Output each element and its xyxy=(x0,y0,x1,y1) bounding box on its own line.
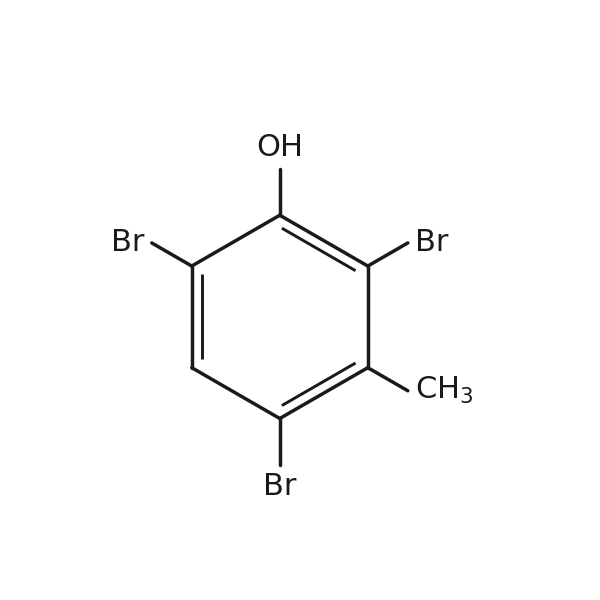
Text: OH: OH xyxy=(256,133,303,162)
Text: CH$_3$: CH$_3$ xyxy=(415,375,473,406)
Text: Br: Br xyxy=(263,472,296,500)
Text: Br: Br xyxy=(415,229,448,257)
Text: Br: Br xyxy=(112,229,145,257)
